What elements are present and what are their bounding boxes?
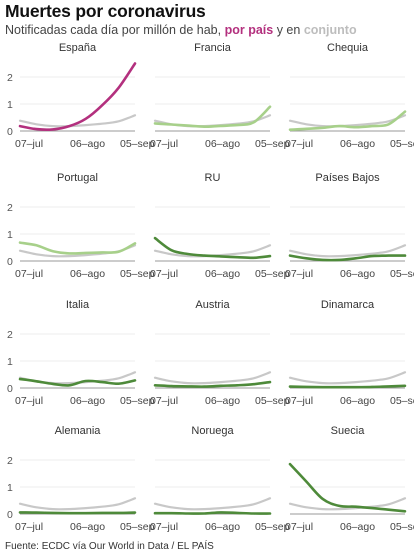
x-tick-label-francia-2: 05–sep (255, 138, 290, 150)
x-tick-label-noruega-2: 05–sep (255, 521, 290, 533)
country-line-suecia (288, 462, 407, 513)
chart-title: Muertes por coronavirus (5, 1, 206, 21)
aggregate-line-suecia (288, 497, 407, 511)
y-tick-label-italia-2: 2 (7, 329, 13, 341)
country-line-espana (18, 62, 137, 131)
x-tick-label-austria-2: 05–sep (255, 395, 290, 407)
x-tick-label-suecia-1: 06–ago (340, 521, 375, 533)
panel-title-ru: RU (205, 172, 221, 184)
country-line-dinamarca (288, 384, 407, 389)
panel-title-austria: Austria (195, 299, 230, 311)
x-tick-label-portugal-2: 05–sep (120, 268, 155, 280)
x-tick-label-paises-bajos-0: 07–jul (285, 268, 313, 280)
country-line-ru (153, 236, 272, 260)
x-tick-label-noruega-1: 06–ago (205, 521, 240, 533)
panel-title-italia: Italia (66, 299, 90, 311)
x-tick-label-francia-0: 07–jul (150, 138, 178, 150)
x-tick-label-paises-bajos-2: 05–sep (390, 268, 414, 280)
x-tick-label-francia-1: 06–ago (205, 138, 240, 150)
x-tick-label-alemania-1: 06–ago (70, 521, 105, 533)
country-line-paises-bajos (288, 254, 407, 262)
panel-title-espana: España (59, 42, 97, 54)
x-tick-label-portugal-1: 06–ago (70, 268, 105, 280)
x-tick-label-ru-0: 07–jul (150, 268, 178, 280)
subtitle-country-highlight: por país (224, 23, 274, 37)
y-tick-label-alemania-0: 0 (7, 509, 13, 521)
aggregate-line-noruega (153, 497, 272, 511)
x-tick-label-espana-2: 05–sep (120, 138, 155, 150)
x-tick-label-dinamarca-0: 07–jul (285, 395, 313, 407)
x-tick-label-ru-1: 06–ago (205, 268, 240, 280)
x-tick-label-chequia-0: 07–jul (285, 138, 313, 150)
subtitle-prefix: Notificadas cada día por millón de hab, (5, 23, 222, 37)
x-tick-label-chequia-1: 06–ago (340, 138, 375, 150)
panel-title-francia: Francia (194, 42, 232, 54)
x-tick-label-ru-2: 05–sep (255, 268, 290, 280)
subtitle-mid: y en (276, 23, 301, 37)
x-tick-label-alemania-0: 07–jul (15, 521, 43, 533)
y-tick-label-portugal-0: 0 (7, 256, 13, 268)
x-tick-label-espana-0: 07–jul (15, 138, 43, 150)
subtitle-all-highlight: conjunto (303, 23, 357, 37)
country-line-austria (153, 380, 272, 388)
x-tick-label-alemania-2: 05–sep (120, 521, 155, 533)
country-line-portugal (18, 241, 137, 255)
country-line-alemania (18, 511, 137, 515)
country-line-italia (18, 377, 137, 387)
aggregate-line-paises-bajos (288, 244, 407, 258)
x-tick-label-italia-1: 06–ago (70, 395, 105, 407)
x-tick-label-suecia-2: 05–sep (390, 521, 414, 533)
y-tick-label-italia-1: 1 (7, 356, 13, 368)
chart-subtitle: Notificadas cada día por millón de hab, … (5, 23, 357, 37)
aggregate-line-alemania (18, 497, 137, 511)
y-tick-label-espana-1: 1 (7, 99, 13, 111)
y-tick-label-espana-0: 0 (7, 126, 13, 138)
aggregate-line-dinamarca (288, 371, 407, 385)
aggregate-line-austria (153, 371, 272, 385)
panel-title-alemania: Alemania (55, 425, 102, 437)
panel-title-paises-bajos: Países Bajos (315, 172, 380, 184)
x-tick-label-paises-bajos-1: 06–ago (340, 268, 375, 280)
source-note: Fuente: ECDC vía Our World in Data / EL … (5, 541, 214, 552)
x-tick-label-dinamarca-2: 05–sep (390, 395, 414, 407)
panel-title-chequia: Chequia (327, 42, 369, 54)
x-tick-label-austria-0: 07–jul (150, 395, 178, 407)
x-tick-label-noruega-0: 07–jul (150, 521, 178, 533)
x-tick-label-dinamarca-1: 06–ago (340, 395, 375, 407)
country-line-chequia (288, 110, 407, 131)
country-line-francia (153, 105, 272, 129)
y-tick-label-espana-2: 2 (7, 72, 13, 84)
x-tick-label-italia-0: 07–jul (15, 395, 43, 407)
panel-title-noruega: Noruega (191, 425, 234, 437)
y-tick-label-portugal-1: 1 (7, 229, 13, 241)
x-tick-label-suecia-0: 07–jul (285, 521, 313, 533)
x-tick-label-austria-1: 06–ago (205, 395, 240, 407)
country-line-noruega (153, 511, 272, 515)
y-tick-label-alemania-1: 1 (7, 482, 13, 494)
y-tick-label-italia-0: 0 (7, 383, 13, 395)
x-tick-label-espana-1: 06–ago (70, 138, 105, 150)
x-tick-label-portugal-0: 07–jul (15, 268, 43, 280)
panel-title-suecia: Suecia (331, 425, 366, 437)
panel-title-portugal: Portugal (57, 172, 98, 184)
panel-title-dinamarca: Dinamarca (321, 299, 375, 311)
y-tick-label-portugal-2: 2 (7, 202, 13, 214)
y-tick-label-alemania-2: 2 (7, 455, 13, 467)
aggregate-line-espana (18, 114, 137, 128)
x-tick-label-italia-2: 05–sep (120, 395, 155, 407)
x-tick-label-chequia-2: 05–sep (390, 138, 414, 150)
